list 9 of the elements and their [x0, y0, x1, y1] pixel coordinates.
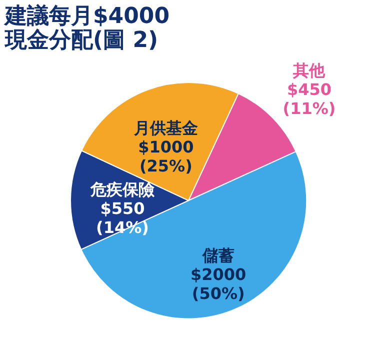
- slice-label: 其他: [292, 60, 326, 80]
- slice-label: 危疾保險: [90, 180, 156, 200]
- slice-label: 月供基金: [132, 118, 198, 138]
- slice-label: 儲蓄: [201, 246, 234, 266]
- text: 建議每月$4000: [5, 4, 170, 29]
- data-label: $2000 (50%): [190, 265, 246, 304]
- data-label: $1000 (25%): [138, 137, 194, 176]
- data-label: $450 (11%): [282, 80, 336, 118]
- text: 現金分配(圖 2): [5, 28, 158, 53]
